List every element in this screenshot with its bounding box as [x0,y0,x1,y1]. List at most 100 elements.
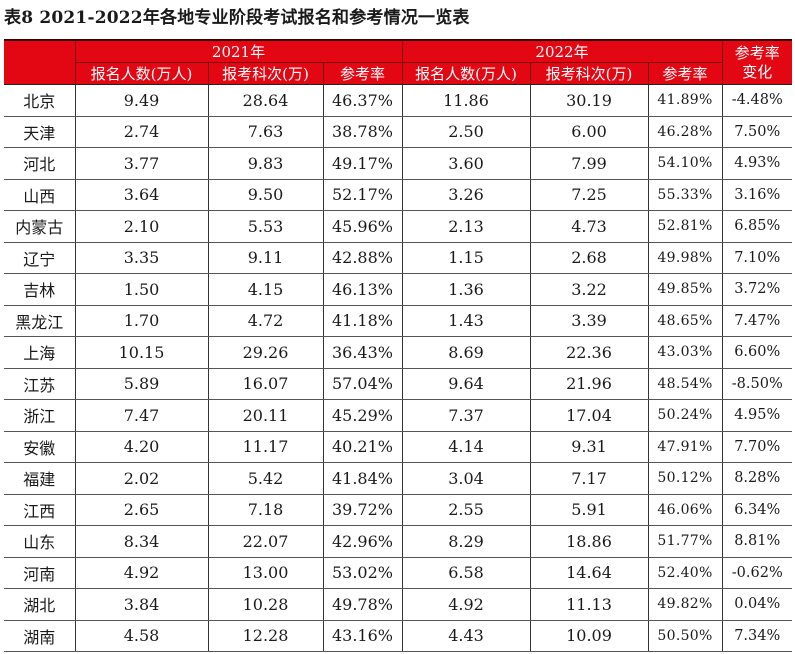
region-cell: 上海 [4,336,76,369]
subjects-2021-cell: 9.83 [208,147,324,180]
registrants-2021-cell: 3.84 [75,588,209,621]
registrants-2022-cell: 1.15 [402,242,531,274]
rate-2021-cell: 46.13% [323,273,403,306]
rate-change-cell: -4.48% [722,84,792,117]
registrants-2022-cell: 7.37 [402,399,531,432]
subjects-2022-cell: 30.19 [530,84,649,117]
rate-change-header: 参考率 变化 [722,40,792,85]
subjects-2021-cell: 4.72 [208,305,324,337]
table-row: 河北 3.77 9.83 49.17% 3.60 7.99 54.10% 4.93% [4,147,792,180]
subjects-2022-cell: 18.86 [530,525,649,558]
subjects-2022-cell: 21.96 [530,368,649,400]
subjects-2022-cell: 9.31 [530,431,649,463]
registrants-2021-cell: 2.74 [75,116,209,148]
region-cell: 山西 [4,179,76,211]
rate-2022-cell: 49.82% [648,588,723,621]
rate-2021-cell: 52.17% [323,179,403,211]
registrants-2022-cell: 3.04 [402,462,531,495]
registrants-2021-cell: 4.92 [75,557,209,589]
table-row: 黑龙江 1.70 4.72 41.18% 1.43 3.39 48.65% 7.47% [4,305,792,337]
region-cell: 福建 [4,462,76,495]
registrants-2022-cell: 4.14 [402,431,531,463]
registrants-2021-cell: 8.34 [75,525,209,558]
subjects-2022-cell: 3.22 [530,273,649,306]
col-2021-subjects: 报考科次(万) [208,62,324,85]
registrants-2021-cell: 2.02 [75,462,209,495]
rate-2021-cell: 46.37% [323,84,403,117]
table-row: 山东 8.34 22.07 42.96% 8.29 18.86 51.77% 8.81% [4,525,792,558]
rate-2021-cell: 40.21% [323,431,403,463]
table-row: 福建 2.02 5.42 41.84% 3.04 7.17 50.12% 8.28% [4,462,792,495]
rate-2022-cell: 46.28% [648,116,723,148]
subjects-2021-cell: 28.64 [208,84,324,117]
subjects-2022-cell: 2.68 [530,242,649,274]
rate-2021-cell: 45.29% [323,399,403,432]
rate-change-cell: -0.62% [722,557,792,589]
table-row: 上海 10.15 29.26 36.43% 8.69 22.36 43.03% 6.60% [4,336,792,369]
rate-change-cell: 7.10% [722,242,792,274]
rate-2022-cell: 51.77% [648,525,723,558]
rate-change-cell: 4.93% [722,147,792,180]
year-2021-header: 2021年 [75,40,403,63]
rate-2021-cell: 41.18% [323,305,403,337]
table-title: 表8 2021-2022年各地专业阶段考试报名和参考情况一览表 [4,8,470,28]
rate-2021-cell: 43.16% [323,620,403,652]
registrants-2022-cell: 4.92 [402,588,531,621]
subjects-2021-cell: 7.63 [208,116,324,148]
subjects-2022-cell: 22.36 [530,336,649,369]
table-row: 内蒙古 2.10 5.53 45.96% 2.13 4.73 52.81% 6.85% [4,210,792,243]
registrants-2021-cell: 2.10 [75,210,209,243]
subjects-2021-cell: 20.11 [208,399,324,432]
rate-change-cell: 3.72% [722,273,792,306]
rate-2022-cell: 52.40% [648,557,723,589]
region-cell: 辽宁 [4,242,76,274]
table-row: 北京 9.49 28.64 46.37% 11.86 30.19 41.89% -4.48% [4,84,792,117]
rate-2021-cell: 53.02% [323,557,403,589]
region-cell: 湖北 [4,588,76,621]
table-row: 湖南 4.58 12.28 43.16% 4.43 10.09 50.50% 7.34% [4,620,792,652]
rate-2021-cell: 42.96% [323,525,403,558]
rate-2022-cell: 41.89% [648,84,723,117]
subjects-2021-cell: 9.50 [208,179,324,211]
region-cell: 黑龙江 [4,305,76,337]
registrants-2021-cell: 5.89 [75,368,209,400]
rate-change-cell: 3.16% [722,179,792,211]
region-cell: 吉林 [4,273,76,306]
registrants-2022-cell: 9.64 [402,368,531,400]
subjects-2021-cell: 22.07 [208,525,324,558]
subjects-2021-cell: 9.11 [208,242,324,274]
rate-change-cell: 6.34% [722,494,792,526]
registrants-2022-cell: 11.86 [402,84,531,117]
registrants-2022-cell: 3.26 [402,179,531,211]
subjects-2021-cell: 13.00 [208,557,324,589]
region-cell: 山东 [4,525,76,558]
table-row: 辽宁 3.35 9.11 42.88% 1.15 2.68 49.98% 7.10% [4,242,792,274]
region-cell: 浙江 [4,399,76,432]
registrants-2021-cell: 4.58 [75,620,209,652]
table-row: 河南 4.92 13.00 53.02% 6.58 14.64 52.40% -0.62% [4,557,792,589]
rate-change-cell: 7.47% [722,305,792,337]
registrants-2022-cell: 3.60 [402,147,531,180]
region-cell: 内蒙古 [4,210,76,243]
rate-change-cell: -8.50% [722,368,792,400]
region-cell: 河南 [4,557,76,589]
rate-2022-cell: 49.98% [648,242,723,274]
col-2021-registrants: 报名人数(万人) [75,62,209,85]
region-header [4,40,76,85]
rate-2022-cell: 54.10% [648,147,723,180]
rate-2022-cell: 50.50% [648,620,723,652]
rate-change-cell: 4.95% [722,399,792,432]
table-row: 天津 2.74 7.63 38.78% 2.50 6.00 46.28% 7.50% [4,116,792,148]
col-2022-rate: 参考率 [648,62,723,85]
table-row: 江苏 5.89 16.07 57.04% 9.64 21.96 48.54% -8.50% [4,368,792,400]
rate-change-cell: 7.70% [722,431,792,463]
table-row: 安徽 4.20 11.17 40.21% 4.14 9.31 47.91% 7.70% [4,431,792,463]
rate-2021-cell: 39.72% [323,494,403,526]
rate-2021-cell: 36.43% [323,336,403,369]
rate-change-header-line1: 参考率 [734,43,780,62]
subjects-2022-cell: 3.39 [530,305,649,337]
registrants-2022-cell: 6.58 [402,557,531,589]
rate-change-cell: 6.85% [722,210,792,243]
rate-2021-cell: 41.84% [323,462,403,495]
rate-2021-cell: 42.88% [323,242,403,274]
